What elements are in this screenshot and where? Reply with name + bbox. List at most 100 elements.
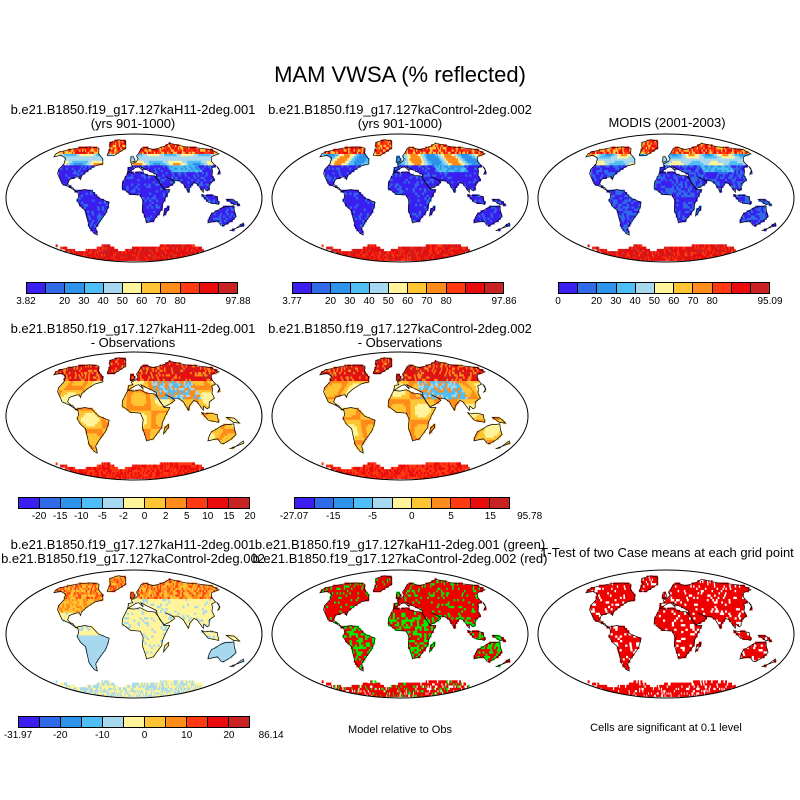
- grid-cell: [185, 251, 188, 255]
- grid-cell: [428, 151, 431, 154]
- grid-cell: [390, 176, 394, 179]
- grid-cell: [334, 151, 337, 154]
- grid-cell: [198, 180, 202, 184]
- grid-cell: [140, 148, 143, 152]
- grid-cell: [80, 162, 84, 166]
- grid-cell: [152, 169, 156, 173]
- grid-cell: [357, 219, 361, 223]
- grid-cell: [154, 166, 157, 170]
- grid-cell: [142, 198, 146, 202]
- grid-cell: [174, 162, 178, 166]
- grid-cell: [80, 171, 84, 175]
- grid-cell: [324, 173, 328, 177]
- grid-cell: [415, 201, 418, 204]
- grid-cell: [364, 162, 368, 166]
- grid-cell: [438, 169, 442, 173]
- grid-cell: [454, 178, 458, 182]
- grid-cell: [375, 141, 378, 145]
- grid-cell: [348, 148, 350, 152]
- grid-cell: [96, 212, 100, 216]
- grid-cell: [444, 255, 447, 259]
- grid-cell: [408, 251, 411, 255]
- grid-cell: [426, 166, 429, 170]
- grid-cell: [379, 253, 382, 257]
- grid-cell: [432, 182, 435, 186]
- grid-cell: [174, 251, 177, 255]
- grid-cell: [340, 169, 343, 173]
- grid-cell: [82, 148, 84, 152]
- grid-cell: [76, 171, 80, 175]
- grid-cell: [144, 205, 148, 209]
- grid-cell: [153, 162, 156, 166]
- grid-cell: [397, 178, 400, 182]
- grid-cell: [401, 255, 403, 259]
- grid-cell: [372, 248, 375, 252]
- grid-cell: [172, 253, 175, 257]
- grid-cell: [484, 210, 488, 214]
- grid-cell: [211, 219, 215, 223]
- grid-cell: [143, 253, 146, 257]
- grid-cell: [210, 201, 214, 204]
- grid-cell: [377, 144, 380, 148]
- grid-cell: [113, 148, 116, 152]
- grid-cell: [155, 248, 158, 252]
- grid-cell: [153, 171, 157, 175]
- grid-cell: [403, 182, 407, 186]
- grid-cell: [142, 189, 146, 193]
- grid-cell: [470, 185, 474, 189]
- grid-cell: [183, 244, 186, 248]
- grid-cell: [153, 189, 157, 193]
- grid-cell: [335, 251, 338, 255]
- grid-cell: [423, 255, 426, 259]
- grid-cell: [401, 162, 404, 166]
- grid-cell: [397, 176, 400, 179]
- grid-cell: [657, 258, 660, 261]
- grid-cell: [388, 258, 390, 261]
- grid-cell: [204, 164, 207, 168]
- grid-cell: [686, 253, 689, 257]
- grid-cell: [455, 162, 458, 166]
- colorbar-tick-label: 30: [344, 296, 356, 307]
- grid-cell: [161, 251, 164, 255]
- grid-cell: [343, 148, 346, 152]
- grid-cell: [465, 185, 469, 189]
- grid-cell: [469, 173, 472, 177]
- grid-cell: [372, 253, 374, 257]
- grid-cell: [116, 258, 119, 261]
- grid-cell: [348, 153, 351, 157]
- grid-cell: [646, 251, 648, 255]
- grid-cell: [105, 255, 108, 259]
- grid-cell: [146, 192, 150, 195]
- grid-cell: [421, 207, 425, 211]
- grid-cell: [166, 182, 169, 186]
- grid-cell: [675, 253, 678, 257]
- grid-cell: [101, 253, 104, 257]
- grid-cell: [148, 180, 152, 184]
- grid-cell: [83, 146, 86, 150]
- grid-cell: [65, 160, 68, 164]
- grid-cell: [180, 155, 183, 159]
- grid-cell: [130, 248, 133, 252]
- grid-cell: [110, 251, 113, 255]
- grid-cell: [84, 157, 87, 161]
- grid-cell: [466, 180, 470, 184]
- grid-cell: [187, 180, 191, 184]
- grid-cell: [454, 248, 457, 252]
- grid-cell: [634, 258, 637, 261]
- grid-cell: [348, 151, 351, 154]
- grid-cell: [173, 146, 176, 150]
- grid-cell: [155, 196, 159, 200]
- grid-cell: [230, 207, 234, 211]
- grid-cell: [146, 189, 150, 193]
- grid-cell: [367, 248, 370, 252]
- grid-cell: [208, 151, 211, 154]
- grid-cell: [458, 169, 461, 173]
- grid-cell: [186, 151, 189, 154]
- grid-cell: [362, 255, 365, 259]
- grid-cell: [322, 153, 325, 157]
- grid-cell: [406, 248, 409, 252]
- grid-cell: [359, 255, 362, 259]
- grid-cell: [645, 253, 648, 257]
- grid-cell: [641, 251, 644, 255]
- grid-cell: [92, 221, 96, 225]
